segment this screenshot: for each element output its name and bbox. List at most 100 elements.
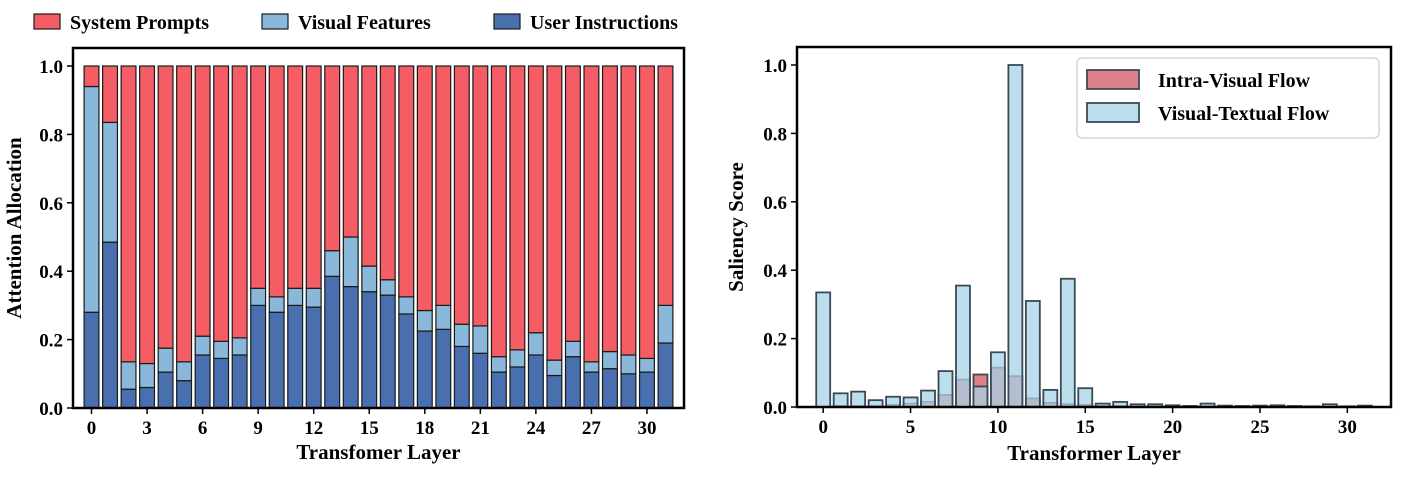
right-y-tick-label: 0.8 — [763, 124, 787, 145]
bar-system-prompts-layer-17 — [398, 65, 415, 298]
left-x-tick-label: 30 — [637, 418, 656, 439]
right-x-tick-label: 25 — [1250, 417, 1269, 438]
bar-visual-features-layer-7 — [213, 340, 230, 360]
right-y-ticks: 0.0 0.2 0.4 0.6 0.8 1.0 — [763, 56, 797, 419]
left-x-tick-label: 0 — [87, 418, 97, 439]
left-x-tick-label: 21 — [471, 418, 490, 439]
bar-user-instructions-layer-27 — [583, 371, 600, 409]
legend-label-system-prompts: System Prompts — [70, 12, 209, 34]
bar-visual-features-layer-30 — [638, 357, 655, 373]
bar-visual-features-layer-5 — [176, 361, 193, 382]
bar-user-instructions-layer-0 — [83, 311, 100, 409]
bar-visual-features-layer-12 — [305, 287, 322, 308]
bar-system-prompts-layer-5 — [176, 65, 193, 363]
bar-user-instructions-layer-25 — [546, 374, 563, 409]
bar-user-instructions-layer-17 — [398, 313, 415, 409]
bar-visual-features-layer-3 — [139, 362, 156, 389]
legend-swatch-intra-visual-flow — [1086, 69, 1140, 90]
right-x-tick-label: 15 — [1076, 417, 1095, 438]
bar-visual-textual-flow-layer-0 — [815, 291, 832, 408]
bar-system-prompts-layer-12 — [305, 65, 322, 289]
bar-visual-features-layer-14 — [342, 236, 359, 288]
right-y-tick-label: 0.2 — [763, 330, 787, 351]
bar-user-instructions-layer-28 — [601, 368, 618, 409]
bar-user-instructions-layer-12 — [305, 306, 322, 409]
bar-visual-textual-flow-layer-10 — [990, 351, 1006, 408]
bar-user-instructions-layer-1 — [102, 241, 119, 409]
bar-system-prompts-layer-9 — [250, 65, 267, 289]
bar-visual-features-layer-8 — [231, 337, 248, 356]
right-plot-frame — [795, 45, 1393, 409]
right-legend: Intra-Visual Flow Visual-Textual Flow — [1076, 57, 1380, 139]
bar-visual-features-layer-23 — [509, 349, 526, 368]
bar-user-instructions-layer-5 — [176, 380, 193, 409]
bar-user-instructions-layer-21 — [472, 352, 489, 409]
bar-user-instructions-layer-9 — [250, 304, 267, 409]
right-x-tick-label: 10 — [988, 417, 1007, 438]
legend-swatch-visual-features — [261, 13, 289, 30]
bar-user-instructions-layer-20 — [453, 345, 470, 409]
bar-visual-features-layer-27 — [583, 361, 600, 373]
bar-system-prompts-layer-23 — [509, 65, 526, 351]
right-y-tick-label: 0.4 — [763, 261, 787, 282]
bar-system-prompts-layer-25 — [546, 65, 563, 361]
bar-visual-features-layer-21 — [472, 325, 489, 354]
bar-visual-features-layer-26 — [564, 340, 581, 358]
left-bars — [83, 65, 674, 409]
bar-visual-features-layer-11 — [287, 287, 304, 306]
legend-swatch-system-prompts — [33, 13, 61, 30]
bar-user-instructions-layer-8 — [231, 354, 248, 409]
bar-user-instructions-layer-4 — [157, 371, 174, 409]
bar-visual-features-layer-18 — [416, 309, 433, 332]
legend-swatch-user-instructions — [493, 13, 521, 30]
legend-label-visual-textual-flow: Visual-Textual Flow — [1158, 103, 1330, 125]
bar-visual-features-layer-31 — [657, 304, 674, 344]
bar-user-instructions-layer-18 — [416, 330, 433, 409]
bar-user-instructions-layer-15 — [361, 291, 378, 409]
left-y-tick-label: 0.8 — [39, 125, 63, 146]
right-x-ticks: 0 5 10 15 20 25 30 — [818, 407, 1357, 438]
saliency-score-chart: 0 5 10 15 20 25 30 0.0 0.2 0.4 0.6 0.8 1.0 Transfor… — [724, 45, 1393, 465]
bar-user-instructions-layer-11 — [287, 304, 304, 409]
bar-system-prompts-layer-28 — [601, 65, 618, 353]
left-y-tick-label: 0.6 — [39, 194, 63, 215]
bar-visual-features-layer-19 — [435, 304, 452, 330]
legend-label-intra-visual-flow: Intra-Visual Flow — [1158, 70, 1311, 92]
attention-allocation-chart: 0 3 6 9 12 15 18 21 24 27 30 0.0 0.2 0.4 0.6 0.8 1.0 Tr… — [2, 46, 686, 464]
bar-visual-features-layer-22 — [490, 356, 507, 373]
bar-system-prompts-layer-31 — [657, 65, 674, 306]
bar-system-prompts-layer-20 — [453, 65, 470, 325]
bar-visual-features-layer-0 — [83, 85, 100, 313]
bar-visual-features-layer-16 — [379, 279, 396, 296]
bar-system-prompts-layer-0 — [83, 65, 100, 88]
bar-user-instructions-layer-13 — [324, 275, 341, 409]
bar-user-instructions-layer-3 — [139, 386, 156, 409]
bar-visual-features-layer-2 — [120, 361, 137, 390]
right-x-tick-label: 0 — [818, 417, 828, 438]
bar-system-prompts-layer-13 — [324, 65, 341, 252]
left-y-tick-label: 1.0 — [39, 57, 63, 78]
left-x-tick-label: 9 — [253, 418, 263, 439]
left-x-tick-label: 15 — [360, 418, 379, 439]
bar-visual-textual-flow-layer-9 — [972, 385, 989, 408]
bar-visual-textual-flow-layer-14 — [1059, 277, 1076, 408]
left-x-axis-title: Transfomer Layer — [296, 440, 460, 464]
bar-user-instructions-layer-24 — [527, 354, 544, 409]
bar-user-instructions-layer-2 — [120, 388, 137, 409]
left-x-tick-label: 12 — [304, 418, 323, 439]
left-x-tick-label: 18 — [415, 418, 434, 439]
left-x-tick-label: 27 — [582, 418, 602, 439]
left-legend: System Prompts Visual Features User Instru… — [33, 12, 678, 34]
bar-visual-textual-flow-layer-6 — [920, 389, 936, 408]
bar-system-prompts-layer-19 — [435, 65, 452, 306]
bar-visual-features-layer-4 — [157, 347, 174, 373]
bar-user-instructions-layer-22 — [490, 371, 507, 409]
right-x-axis-title: Transformer Layer — [1007, 441, 1181, 465]
bar-visual-textual-flow-layer-8 — [955, 284, 971, 408]
left-x-tick-label: 24 — [526, 418, 546, 439]
bar-user-instructions-layer-10 — [268, 311, 285, 409]
bar-user-instructions-layer-16 — [379, 294, 396, 409]
left-y-tick-label: 0.0 — [39, 399, 63, 420]
bar-system-prompts-layer-29 — [620, 65, 637, 356]
